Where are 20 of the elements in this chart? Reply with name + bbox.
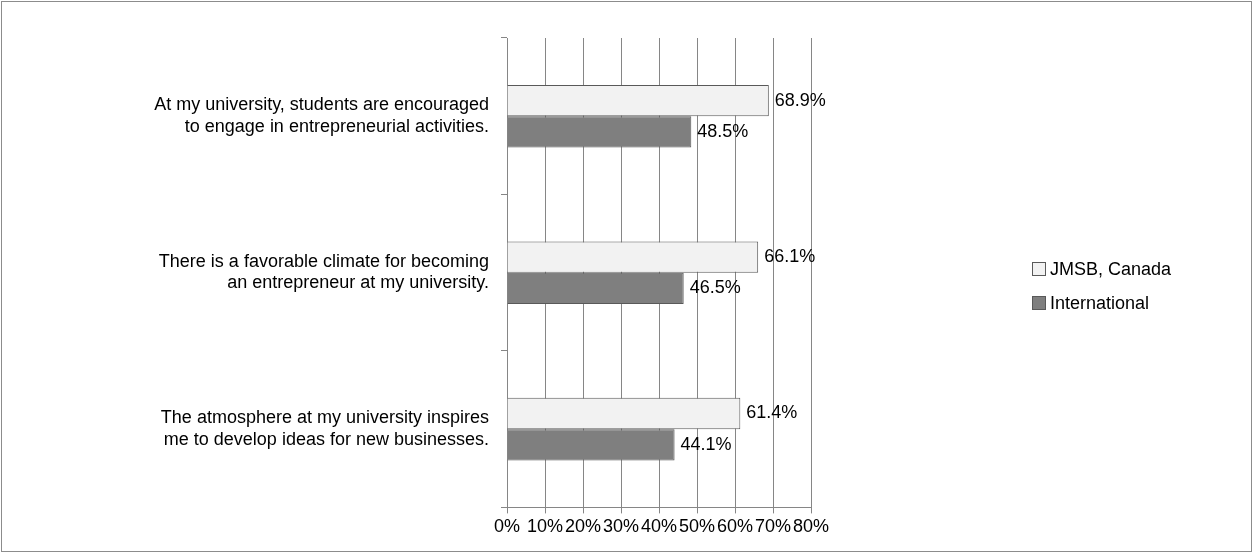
data-label: 61.4% xyxy=(746,402,798,423)
x-tick-label: 70% xyxy=(754,516,792,537)
y-tick-label: The atmosphere at my university inspires me to develop ideas for new businesses. xyxy=(160,407,489,449)
x-tick-label: 30% xyxy=(602,516,640,537)
x-tick-label: 40% xyxy=(640,516,678,537)
data-label: 66.1% xyxy=(764,246,816,267)
data-label: 68.9% xyxy=(774,89,826,110)
data-label: 46.5% xyxy=(689,277,741,298)
legend-label: International xyxy=(1050,293,1150,313)
data-label: 48.5% xyxy=(697,120,749,141)
x-tick-label: 20% xyxy=(564,516,602,537)
x-tick-label: 80% xyxy=(792,516,830,537)
x-tick-label: 50% xyxy=(678,516,716,537)
data-label: 44.1% xyxy=(680,433,732,454)
y-tick-label: At my university, students are encouraged to engage in entrepreneurial activities. xyxy=(154,94,489,136)
x-tick-label: 60% xyxy=(716,516,754,537)
text: JMSB, Canada xyxy=(1050,259,1172,279)
y-tick-label: There is a favorable climate for becoming an entrepreneur at my university. xyxy=(158,250,489,293)
x-tick-label: 10% xyxy=(526,516,564,537)
x-tick-label: 0% xyxy=(493,516,521,537)
